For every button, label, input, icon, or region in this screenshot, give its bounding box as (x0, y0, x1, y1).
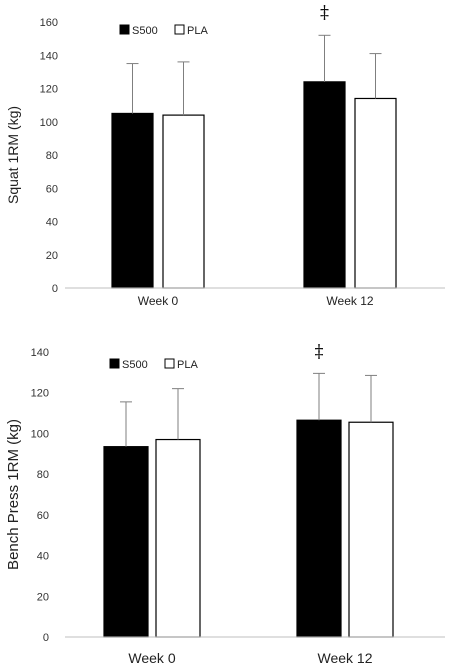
bar-s500-week-12 (296, 419, 342, 638)
y-tick-label-0: 0 (43, 632, 49, 644)
y-tick-label-6: 120 (31, 388, 49, 400)
y-tick-label-5: 100 (40, 117, 58, 129)
legend-swatch-pla (164, 358, 175, 369)
bar-pla-week-12 (348, 421, 394, 638)
legend-swatch-s500 (119, 24, 130, 35)
legend-label-s500: S500 (122, 359, 148, 371)
bar-s500-week-0 (103, 446, 149, 638)
y-tick-label-0: 0 (52, 283, 58, 295)
y-tick-label-2: 40 (46, 217, 58, 229)
bar-pla-week-12 (354, 97, 397, 289)
y-tick-label-4: 80 (46, 150, 58, 162)
y-tick-label-6: 120 (40, 84, 58, 96)
y-tick-label-1: 20 (37, 591, 49, 603)
x-tick-label-0: Week 0 (128, 650, 175, 666)
legend-swatch-s500 (109, 358, 120, 369)
legend-label-s500: S500 (132, 25, 158, 37)
significance-marker-0: ‡ (320, 2, 329, 23)
y-tick-label-1: 20 (46, 250, 58, 262)
y-axis-label: Squat 1RM (kg) (5, 106, 21, 204)
x-tick-label-1: Week 12 (318, 650, 373, 666)
bar-s500-week-12 (303, 81, 346, 289)
bar-pla-week-0 (155, 438, 201, 638)
bar-pla-week-0 (162, 114, 205, 289)
y-tick-label-7: 140 (40, 50, 58, 62)
squat-chart: 0 20 40 60 80 100 120 140 160 Squat 1RM (kg) Week … (5, 2, 445, 308)
y-tick-label-8: 160 (40, 17, 58, 29)
legend-swatch-pla (174, 24, 185, 35)
x-tick-label-0: Week 0 (138, 294, 179, 308)
bench-press-chart: 0 20 40 60 80 100 120 140 Bench Press 1RM (kg) We… (5, 341, 445, 666)
y-tick-label-3: 60 (46, 183, 58, 195)
y-tick-label-2: 40 (37, 551, 49, 563)
y-tick-label-3: 60 (37, 510, 49, 522)
bar-s500-week-0 (111, 112, 154, 289)
legend-label-pla: PLA (177, 359, 198, 371)
legend-label-pla: PLA (187, 25, 208, 37)
y-tick-label-5: 100 (31, 428, 49, 440)
significance-marker-0: ‡ (315, 341, 324, 362)
y-axis-label: Bench Press 1RM (kg) (5, 419, 22, 570)
y-tick-label-4: 80 (37, 469, 49, 481)
y-tick-label-7: 140 (31, 347, 49, 359)
x-tick-label-1: Week 12 (326, 294, 373, 308)
